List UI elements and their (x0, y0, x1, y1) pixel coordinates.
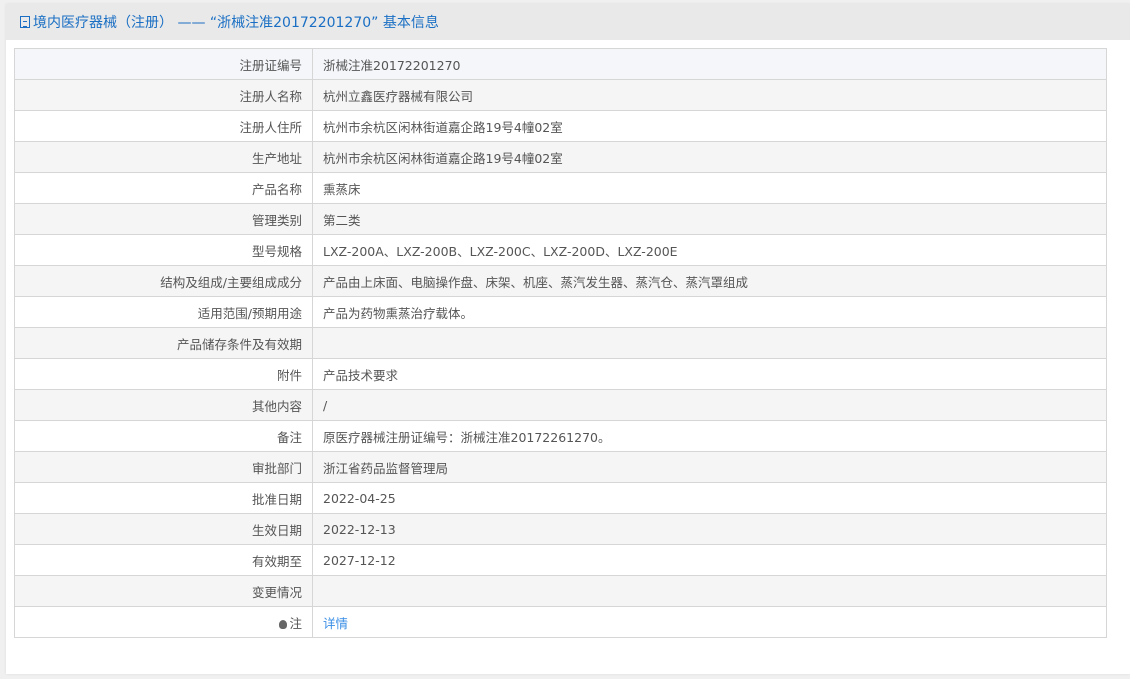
row-label: 生产地址 (14, 141, 313, 173)
row-value (312, 575, 1107, 607)
info-table: 注册证编号 浙械注准20172201270 注册人名称 杭州立鑫医疗器械有限公司 注册人… (14, 48, 1107, 638)
table-row: 批准日期 2022-04-25 (14, 482, 1107, 514)
row-label: 其他内容 (14, 389, 313, 421)
row-label: 注册人名称 (14, 79, 313, 111)
row-value: 浙械注准20172201270 (312, 48, 1107, 80)
row-value: LXZ-200A、LXZ-200B、LXZ-200C、LXZ-200D、LXZ-… (312, 234, 1107, 266)
table-row: 产品储存条件及有效期 (14, 327, 1107, 359)
table-row: 注册人名称 杭州立鑫医疗器械有限公司 (14, 79, 1107, 111)
row-label: 结构及组成/主要组成成分 (14, 265, 313, 297)
row-label: 注册证编号 (14, 48, 313, 80)
table-row: 生产地址 杭州市余杭区闲林街道嘉企路19号4幢02室 (14, 141, 1107, 173)
row-value: / (312, 389, 1107, 421)
row-label: 备注 (14, 420, 313, 452)
row-label: 附件 (14, 358, 313, 390)
row-label: 产品储存条件及有效期 (14, 327, 313, 359)
row-value: 2022-12-13 (312, 513, 1107, 545)
lightbulb-icon (279, 619, 288, 629)
row-value: 2027-12-12 (312, 544, 1107, 576)
table-row: 管理类别 第二类 (14, 203, 1107, 235)
table-row: 备注 原医疗器械注册证编号：浙械注准20172261270。 (14, 420, 1107, 452)
details-link[interactable]: 详情 (323, 615, 349, 631)
document-icon (20, 16, 30, 28)
row-value: 浙江省药品监督管理局 (312, 451, 1107, 483)
page-title: 境内医疗器械（注册） —— “浙械注准20172201270” 基本信息 (33, 15, 439, 31)
row-value: 详情 (312, 606, 1107, 638)
row-label: 注册人住所 (14, 110, 313, 142)
row-value: 杭州立鑫医疗器械有限公司 (312, 79, 1107, 111)
row-label: 变更情况 (14, 575, 313, 607)
table-row: 审批部门 浙江省药品监督管理局 (14, 451, 1107, 483)
note-label: 注 (289, 615, 302, 631)
table-row: 生效日期 2022-12-13 (14, 513, 1107, 545)
table-row: 适用范围/预期用途 产品为药物熏蒸治疗载体。 (14, 296, 1107, 328)
table-row: 注册证编号 浙械注准20172201270 (14, 48, 1107, 80)
row-label: 注 (14, 606, 313, 638)
row-label: 有效期至 (14, 544, 313, 576)
row-label: 审批部门 (14, 451, 313, 483)
row-value: 第二类 (312, 203, 1107, 235)
table-row: 产品名称 熏蒸床 (14, 172, 1107, 204)
table-row: 其他内容 / (14, 389, 1107, 421)
table-row: 变更情况 (14, 575, 1107, 607)
table-row: 注册人住所 杭州市余杭区闲林街道嘉企路19号4幢02室 (14, 110, 1107, 142)
row-value: 产品由上床面、电脑操作盘、床架、机座、蒸汽发生器、蒸汽仓、蒸汽罩组成 (312, 265, 1107, 297)
row-label: 批准日期 (14, 482, 313, 514)
table-row: 有效期至 2027-12-12 (14, 544, 1107, 576)
row-value: 原医疗器械注册证编号：浙械注准20172261270。 (312, 420, 1107, 452)
row-label: 管理类别 (14, 203, 313, 235)
row-value: 产品为药物熏蒸治疗载体。 (312, 296, 1107, 328)
row-value: 杭州市余杭区闲林街道嘉企路19号4幢02室 (312, 141, 1107, 173)
table-row: 型号规格 LXZ-200A、LXZ-200B、LXZ-200C、LXZ-200D、… (14, 234, 1107, 266)
table-row: 附件 产品技术要求 (14, 358, 1107, 390)
row-value: 2022-04-25 (312, 482, 1107, 514)
panel-header: 境内医疗器械（注册） —— “浙械注准20172201270” 基本信息 (6, 4, 1130, 40)
row-label: 适用范围/预期用途 (14, 296, 313, 328)
row-value: 杭州市余杭区闲林街道嘉企路19号4幢02室 (312, 110, 1107, 142)
row-label: 型号规格 (14, 234, 313, 266)
row-value (312, 327, 1107, 359)
row-label: 产品名称 (14, 172, 313, 204)
row-value: 熏蒸床 (312, 172, 1107, 204)
table-row-note: 注 详情 (14, 606, 1107, 638)
table-row: 结构及组成/主要组成成分 产品由上床面、电脑操作盘、床架、机座、蒸汽发生器、蒸汽仓… (14, 265, 1107, 297)
row-value: 产品技术要求 (312, 358, 1107, 390)
row-label: 生效日期 (14, 513, 313, 545)
